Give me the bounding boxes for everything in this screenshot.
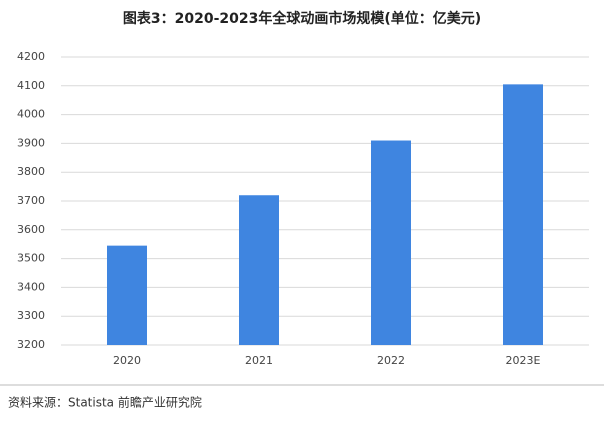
x-tick-label: 2020	[113, 354, 141, 367]
x-tick-label: 2021	[245, 354, 273, 367]
y-tick-label: 3900	[17, 136, 45, 149]
y-tick-label: 4000	[17, 108, 45, 121]
y-tick-label: 4100	[17, 79, 45, 92]
bar	[239, 195, 279, 345]
bar	[503, 84, 543, 346]
y-tick-label: 3700	[17, 194, 45, 207]
y-tick-label: 3200	[17, 338, 45, 351]
y-tick-label: 3400	[17, 280, 45, 293]
bar	[107, 245, 147, 345]
source-note: 资料来源：Statista 前瞻产业研究院	[8, 395, 202, 410]
x-tick-label: 2023E	[506, 354, 541, 367]
x-tick-label: 2022	[377, 354, 405, 367]
bar	[371, 140, 411, 345]
y-tick-label: 3600	[17, 223, 45, 236]
y-tick-label: 3300	[17, 309, 45, 322]
y-tick-label: 3800	[17, 165, 45, 178]
chart-title: 图表3：2020-2023年全球动画市场规模(单位：亿美元)	[123, 10, 481, 27]
y-tick-label: 4200	[17, 50, 45, 63]
y-tick-label: 3500	[17, 252, 45, 265]
